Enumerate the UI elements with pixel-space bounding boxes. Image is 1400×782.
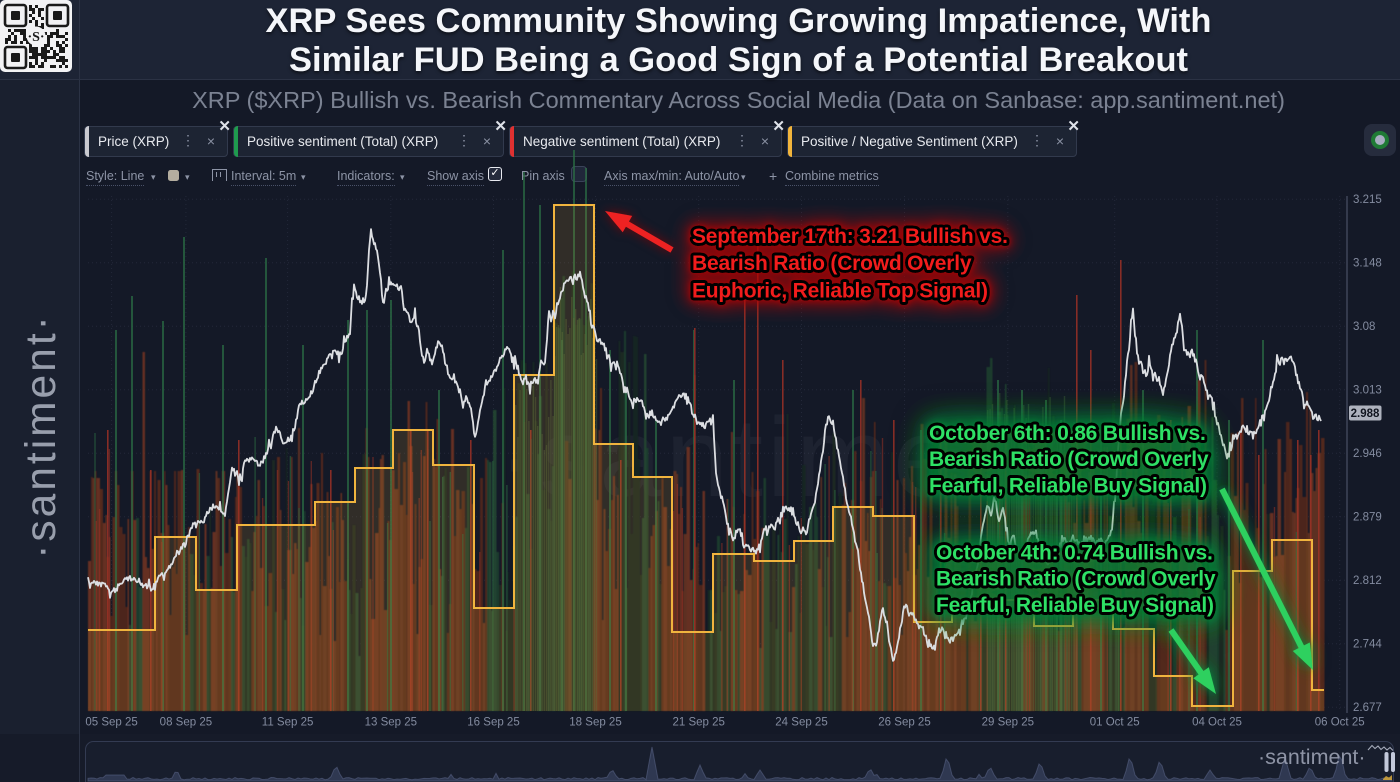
svg-text:04 Oct 25: 04 Oct 25 — [1192, 717, 1242, 729]
svg-text:·S·: ·S· — [27, 30, 44, 45]
svg-text:2.812: 2.812 — [1353, 575, 1382, 587]
svg-text:2.946: 2.946 — [1353, 448, 1382, 460]
svg-text:08 Sep 25: 08 Sep 25 — [160, 717, 212, 729]
svg-text:October 4th: 0.74 Bullish vs.B: October 4th: 0.74 Bullish vs. Bearish Rat… — [936, 542, 1216, 617]
svg-text:26 Sep 25: 26 Sep 25 — [878, 717, 930, 729]
svg-text:01 Oct 25: 01 Oct 25 — [1090, 717, 1140, 729]
svg-text:·santiment·: ·santiment· — [1258, 745, 1366, 769]
svg-text:05 Sep 25: 05 Sep 25 — [85, 717, 137, 729]
svg-text:3.148: 3.148 — [1353, 258, 1382, 270]
svg-text:06 Oct 25: 06 Oct 25 — [1315, 717, 1365, 729]
svg-text:3.215: 3.215 — [1353, 194, 1382, 206]
svg-text:16 Sep 25: 16 Sep 25 — [467, 717, 519, 729]
svg-text:13 Sep 25: 13 Sep 25 — [365, 717, 417, 729]
svg-text:October 6th: 0.86 Bullish vs.B: October 6th: 0.86 Bullish vs. Bearish Rat… — [929, 422, 1209, 497]
svg-text:29 Sep 25: 29 Sep 25 — [982, 717, 1034, 729]
svg-text:24 Sep 25: 24 Sep 25 — [775, 717, 827, 729]
svg-text:11 Sep 25: 11 Sep 25 — [262, 717, 314, 729]
svg-text:18 Sep 25: 18 Sep 25 — [569, 717, 621, 729]
svg-text:2.988: 2.988 — [1351, 408, 1380, 420]
svg-text:3.013: 3.013 — [1353, 385, 1382, 397]
svg-text:2.879: 2.879 — [1353, 512, 1382, 524]
svg-text:September 17th: 3.21 Bullish v: September 17th: 3.21 Bullish vs. Bearish … — [692, 225, 1008, 302]
svg-text:2.744: 2.744 — [1353, 639, 1382, 651]
svg-text:3.08: 3.08 — [1353, 321, 1375, 333]
svg-text:21 Sep 25: 21 Sep 25 — [672, 717, 724, 729]
svg-text:2.677: 2.677 — [1353, 702, 1382, 714]
